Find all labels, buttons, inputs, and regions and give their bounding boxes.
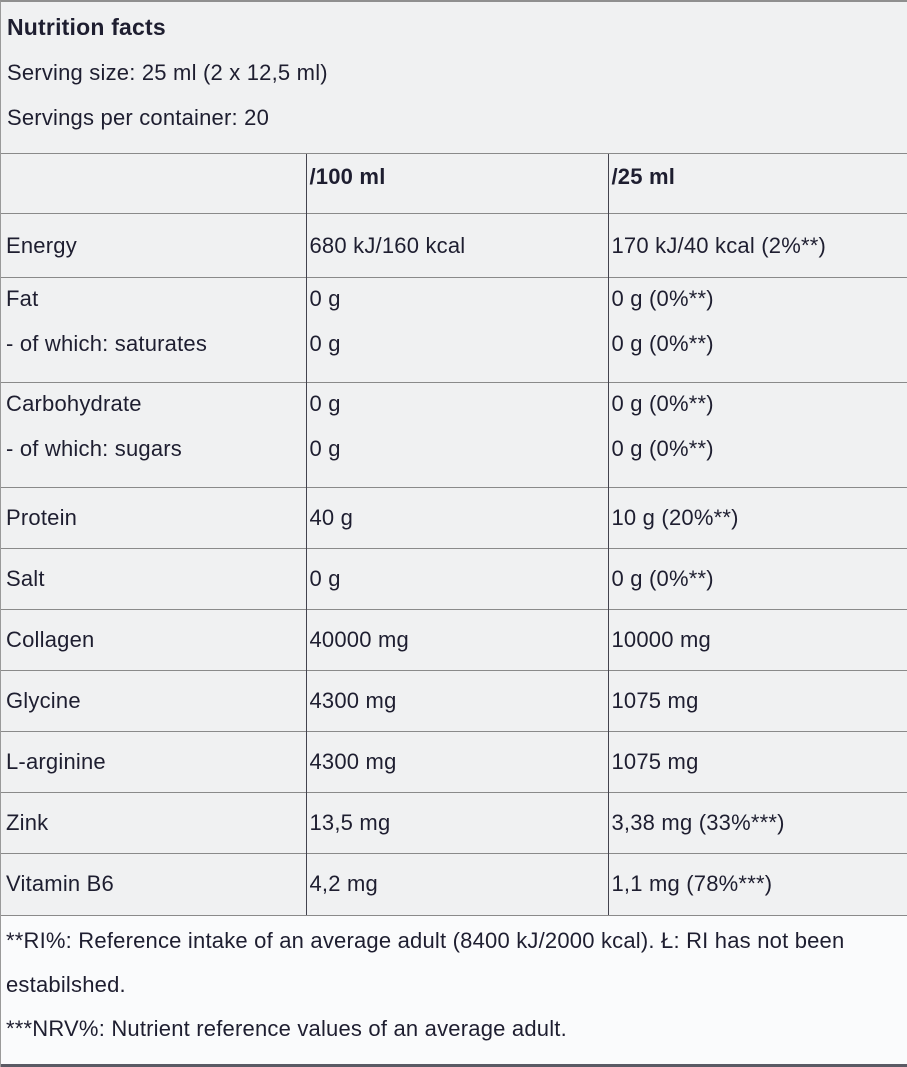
value-per-25ml: 0 g (0%**): [607, 548, 907, 610]
nutrition-facts-title: Nutrition facts: [7, 14, 166, 40]
nutrient-name: Protein: [1, 487, 306, 549]
value-per-25ml: 1,1 mg (78%***): [607, 853, 907, 915]
footnote-reference-intake: **RI%: Reference intake of an average ad…: [6, 927, 845, 997]
column-header-blank: [1, 153, 306, 214]
value-per-25ml: 10000 mg: [607, 609, 907, 671]
value-per-100ml: 40 g: [305, 487, 608, 549]
value-per-25ml: 0 g (0%**): [611, 436, 714, 461]
nutrient-name: Salt: [1, 548, 306, 610]
nutrient-name: - of which: saturates: [6, 331, 208, 356]
row-zink: Zink 13,5 mg 3,38 mg (33%***): [1, 792, 907, 854]
row-carbohydrate-sugars: Carbohydrate - of which: sugars 0 g 0 g …: [1, 382, 907, 488]
value-per-100ml: 680 kJ/160 kcal: [305, 213, 608, 278]
servings-per-container-text: Servings per container: 20: [7, 105, 270, 130]
nutrient-name: L-arginine: [1, 731, 306, 793]
nutrient-name: Vitamin B6: [1, 853, 306, 915]
row-collagen: Collagen 40000 mg 10000 mg: [1, 609, 907, 671]
nutrient-name: Zink: [1, 792, 306, 854]
value-per-100ml: 40000 mg: [305, 609, 608, 671]
value-per-25ml: 10 g (20%**): [607, 487, 907, 549]
value-per-100ml: 0 g: [309, 286, 341, 311]
value-per-100ml: 4,2 mg: [305, 853, 608, 915]
value-per-100ml: 0 g: [309, 331, 341, 356]
row-salt: Salt 0 g 0 g (0%**): [1, 548, 907, 610]
nutrient-name: Fat: [6, 286, 39, 311]
nutrition-table: /100 ml /25 ml Energy 680 kJ/160 kcal 17…: [1, 153, 907, 915]
row-protein: Protein 40 g 10 g (20%**): [1, 487, 907, 549]
value-per-100ml: 0 g: [309, 391, 341, 416]
row-vitamin-b6: Vitamin B6 4,2 mg 1,1 mg (78%***): [1, 853, 907, 915]
row-energy: Energy 680 kJ/160 kcal 170 kJ/40 kcal (2…: [1, 213, 907, 278]
value-per-100ml: 13,5 mg: [305, 792, 608, 854]
footnote-nutrient-reference-values: ***NRV%: Nutrient reference values of an…: [6, 1015, 567, 1041]
value-per-25ml: 0 g (0%**): [611, 331, 714, 356]
column-header-per-100ml: /100 ml: [305, 153, 608, 214]
row-glycine: Glycine 4300 mg 1075 mg: [1, 670, 907, 732]
nutrient-name: Collagen: [1, 609, 306, 671]
value-per-25ml: 1075 mg: [607, 731, 907, 793]
row-l-arginine: L-arginine 4300 mg 1075 mg: [1, 731, 907, 793]
value-per-25ml: 170 kJ/40 kcal (2%**): [607, 213, 907, 278]
value-per-100ml: 0 g: [305, 548, 608, 610]
value-per-25ml: 3,38 mg (33%***): [607, 792, 907, 854]
value-per-100ml: 0 g: [309, 436, 341, 461]
serving-size-text: Serving size: 25 ml (2 x 12,5 ml): [7, 60, 328, 85]
table-header-row: /100 ml /25 ml: [1, 153, 907, 214]
footnotes-section: **RI%: Reference intake of an average ad…: [1, 914, 907, 1067]
value-per-100ml: 4300 mg: [305, 670, 608, 732]
nutrient-name: - of which: sugars: [6, 436, 183, 461]
row-fat-saturates: Fat - of which: saturates 0 g 0 g 0 g (0…: [1, 277, 907, 383]
value-per-25ml: 0 g (0%**): [611, 286, 714, 311]
label-intro: Nutrition facts Serving size: 25 ml (2 x…: [1, 2, 907, 153]
nutrient-name: Energy: [1, 213, 306, 278]
value-per-25ml: 1075 mg: [607, 670, 907, 732]
column-header-per-25ml: /25 ml: [607, 153, 907, 214]
value-per-100ml: 4300 mg: [305, 731, 608, 793]
nutrient-name: Carbohydrate: [6, 391, 142, 416]
nutrient-name: Glycine: [1, 670, 306, 732]
value-per-25ml: 0 g (0%**): [611, 391, 714, 416]
